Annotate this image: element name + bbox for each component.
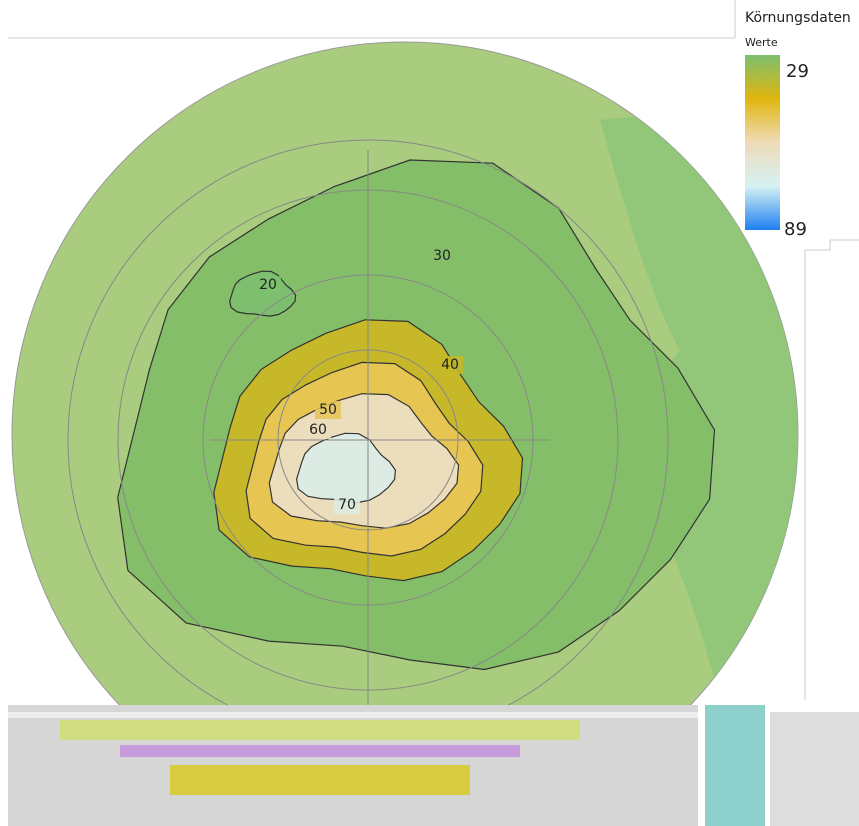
region — [600, 100, 798, 700]
contour-labels: 30 40 50 60 70 20 — [255, 247, 463, 514]
contour-label-bg — [429, 247, 455, 265]
colorbar-tick: 29 — [786, 61, 809, 82]
legend-title: Körnungsdaten — [745, 10, 851, 26]
contour-label: 30 — [433, 248, 451, 264]
contour-label-bg — [255, 276, 281, 294]
contour-label: 50 — [319, 402, 337, 418]
frame-line — [804, 239, 859, 700]
contour-label: 20 — [259, 277, 277, 293]
glitch-stripes — [8, 705, 859, 826]
contour-label-bg — [334, 496, 360, 514]
contour-label: 60 — [309, 422, 327, 438]
contour-label: 70 — [338, 497, 356, 513]
contour-label: 40 — [441, 357, 459, 373]
contour-label-bg — [437, 356, 463, 374]
colorbar-tick: 89 — [784, 219, 807, 240]
colorbar — [745, 55, 780, 230]
colorbar-label: Werte — [745, 36, 778, 49]
contour-label-bg — [305, 421, 331, 439]
contour-label-bg — [315, 401, 341, 419]
